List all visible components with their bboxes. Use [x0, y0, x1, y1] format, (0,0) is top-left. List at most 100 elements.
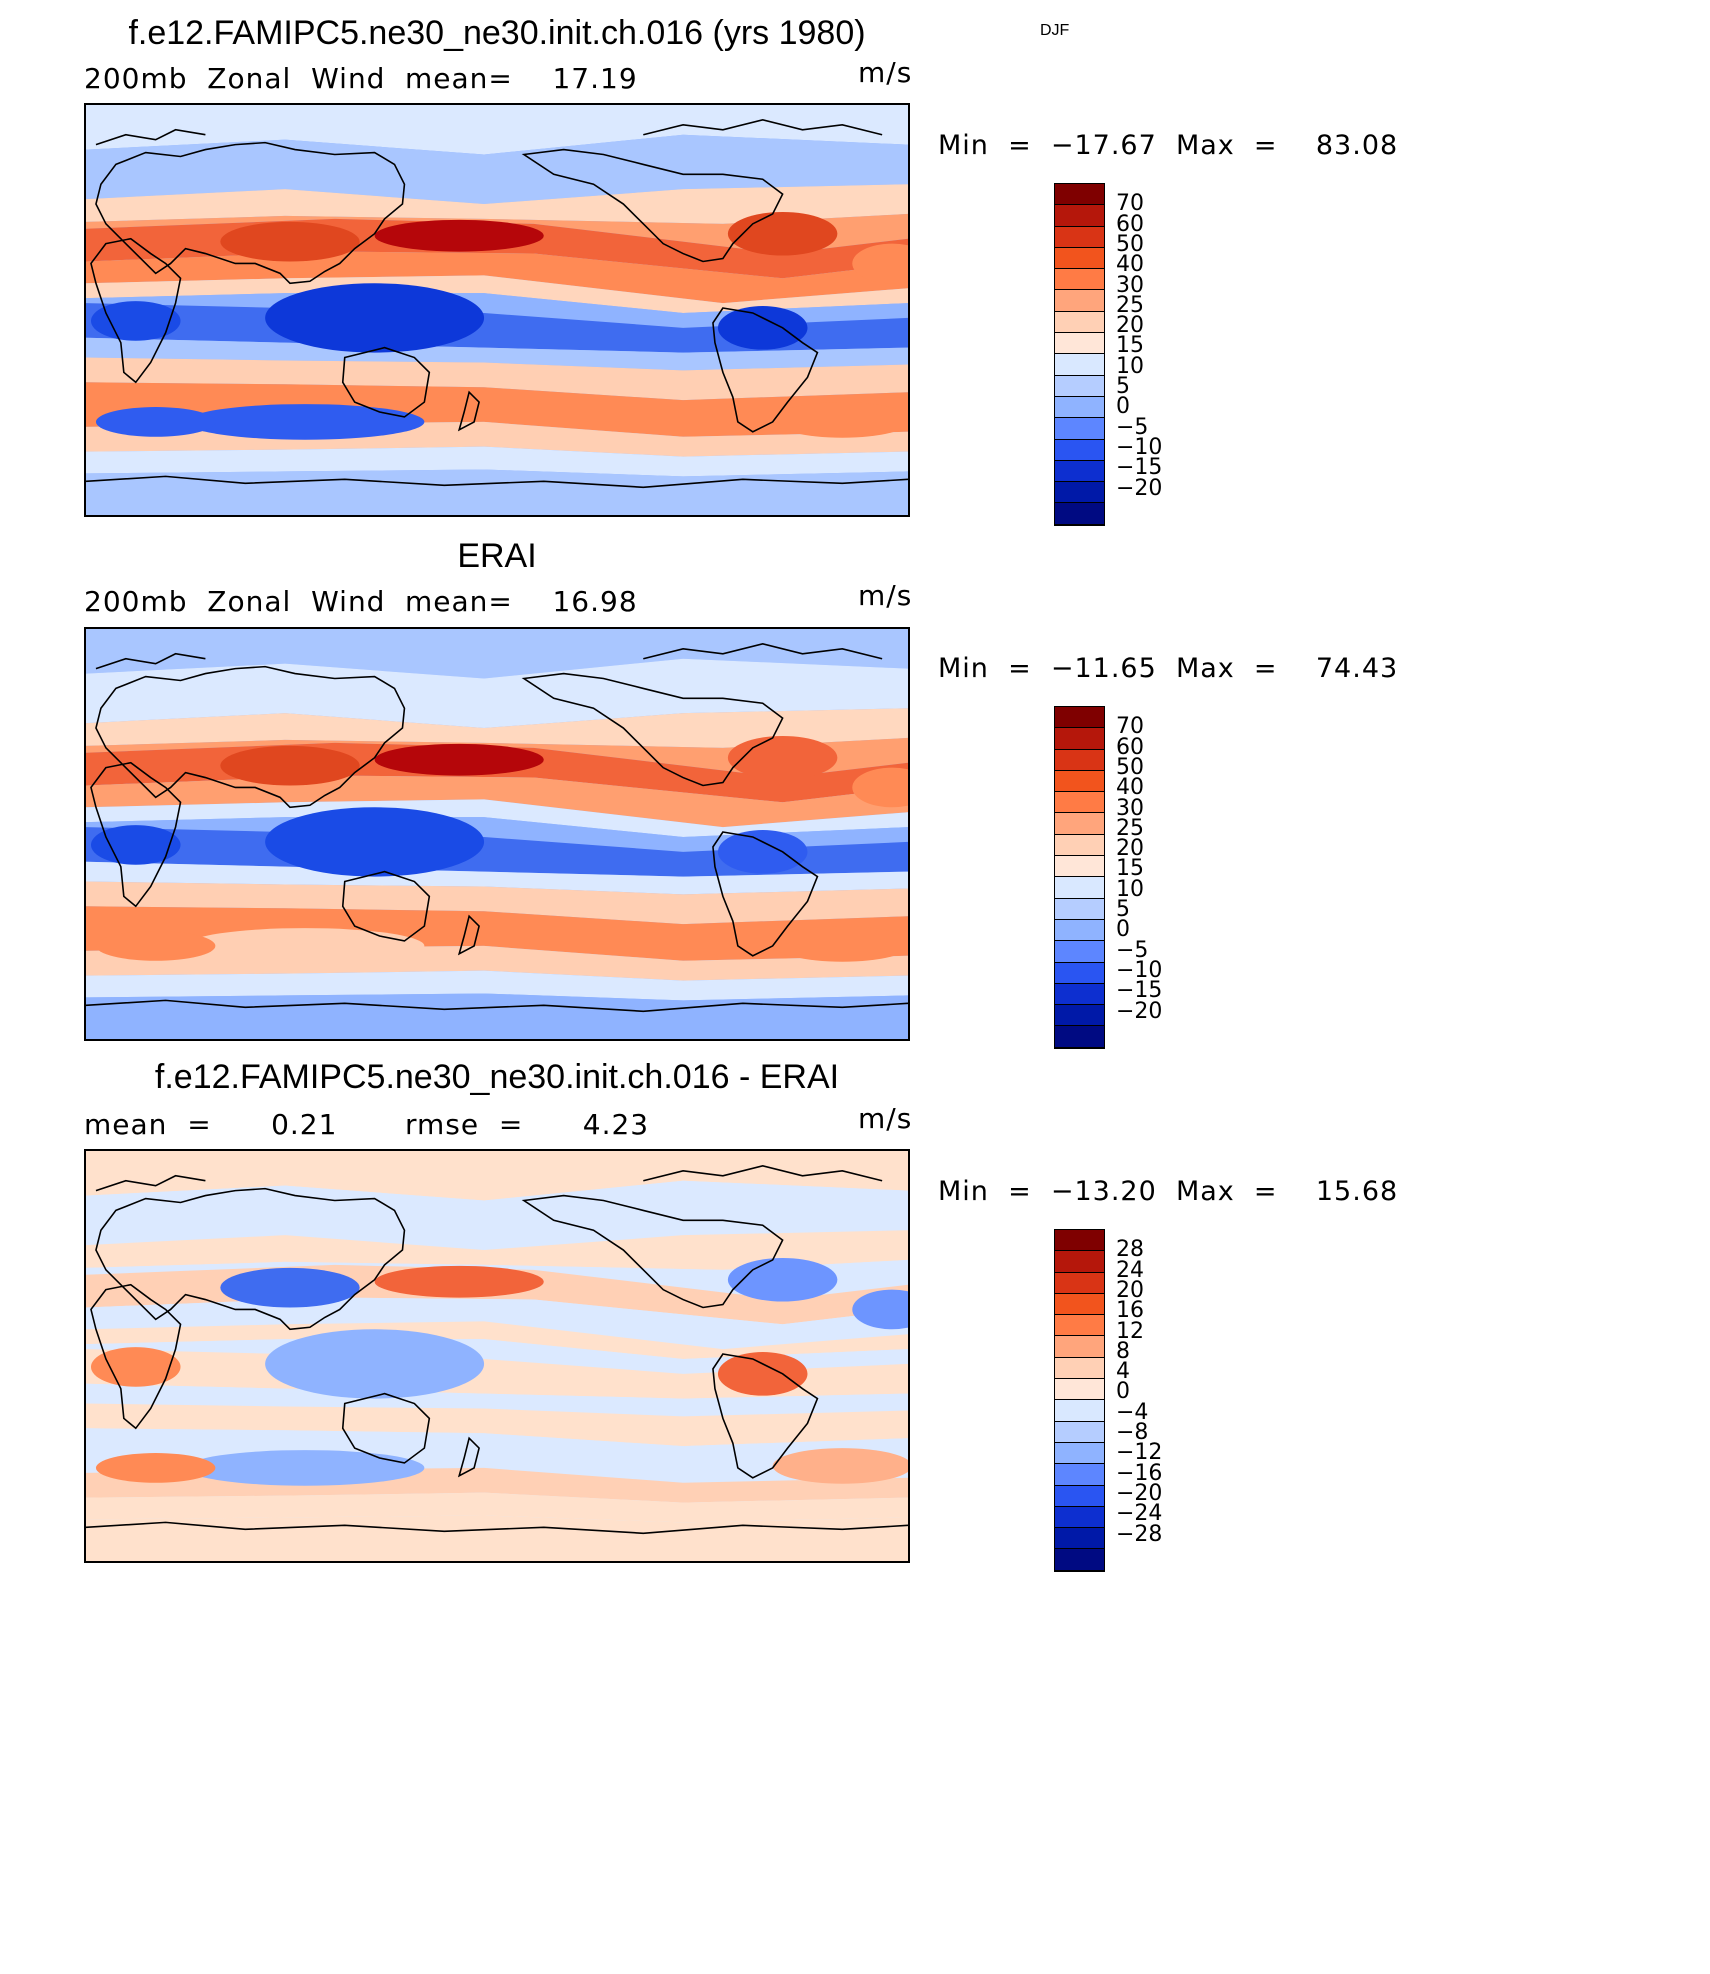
colorbar-segment: [1055, 396, 1104, 419]
contour-extremum: [374, 743, 544, 776]
colorbar-segment: [1055, 418, 1104, 440]
colorbar-tick-label: −4: [1116, 1399, 1149, 1425]
colorbar-segment: [1055, 1251, 1104, 1273]
contour-extremum: [220, 745, 360, 786]
coastline: [712, 831, 819, 957]
colorbar-segment: [1055, 1230, 1104, 1252]
colorbar-segment: [1055, 962, 1104, 984]
colorbar-segment: [1055, 856, 1104, 878]
contour-extremum: [772, 926, 908, 962]
contour-extremum: [852, 1289, 908, 1330]
colorbar-tick-label: 50: [1116, 231, 1144, 257]
colorbar-tick-label: 15: [1116, 856, 1144, 882]
colorbar-segment: [1055, 919, 1104, 942]
colorbar-tick-label: −10: [1116, 957, 1163, 983]
coastline: [86, 1521, 908, 1535]
contour-band: [86, 1180, 908, 1251]
colorbar-tick-label: 60: [1116, 211, 1144, 237]
colorbar-segment: [1055, 1485, 1104, 1507]
colorbar-tick-label: −5: [1116, 937, 1149, 963]
colorbar-tick-label: 40: [1116, 252, 1144, 278]
coastline: [90, 237, 182, 384]
colorbar-segment: [1055, 1357, 1104, 1380]
contour-extremum: [374, 219, 544, 252]
contour-extremum: [90, 1347, 181, 1387]
coastline: [712, 307, 819, 433]
colorbar-segment: [1055, 460, 1104, 483]
contour-extremum: [265, 283, 485, 353]
colorbar-segment: [1055, 707, 1104, 729]
contour-band: [86, 1492, 908, 1523]
colorbar-tick-label: 50: [1116, 754, 1144, 780]
colorbar-tick-label: 40: [1116, 775, 1144, 801]
panel-stat-text: rmse = 4.23: [405, 1108, 650, 1141]
colorbar-segment: [1055, 290, 1104, 312]
colorbar-segment: [1055, 205, 1104, 227]
coastline: [341, 346, 431, 418]
colorbar-tick-label: 25: [1116, 815, 1144, 841]
contour-band: [86, 799, 908, 837]
contour-band: [86, 1403, 908, 1447]
colorbar-segment: [1055, 728, 1104, 750]
colorbar-segment: [1055, 1442, 1104, 1465]
colorbar-tick-label: −15: [1116, 455, 1163, 481]
colorbar-segment: [1055, 269, 1104, 291]
contour-band: [86, 134, 908, 205]
colorbar-tick-label: 70: [1116, 714, 1144, 740]
contour-extremum: [95, 407, 216, 437]
contour-extremum: [95, 931, 216, 961]
contour-map: [84, 627, 910, 1041]
contour-band: [86, 213, 908, 254]
contour-band: [86, 337, 908, 371]
panel-left-text: mean = 0.21: [84, 1108, 338, 1141]
coastline: [643, 119, 883, 136]
colorbar-tick-label: 20: [1116, 313, 1144, 339]
panel-title: ERAI: [457, 537, 537, 575]
coastline: [521, 1194, 784, 1309]
contour-band: [86, 737, 908, 778]
colorbar-segment: [1055, 792, 1104, 814]
contour-band: [86, 1321, 908, 1359]
colorbar-segment: [1055, 898, 1104, 920]
contour-extremum: [265, 807, 485, 877]
colorbar-segment: [1055, 1464, 1104, 1486]
colorbar-segment: [1055, 983, 1104, 1006]
colorbar-tick-label: 0: [1116, 394, 1130, 420]
contour-band: [86, 251, 908, 304]
contour-band: [86, 970, 908, 1001]
colorbar-tick-label: 30: [1116, 795, 1144, 821]
colorbar-tick-label: 5: [1116, 374, 1130, 399]
coastline: [86, 475, 908, 489]
contour-extremum: [852, 767, 908, 808]
colorbar-tick-label: 25: [1116, 292, 1144, 318]
contour-band: [86, 658, 908, 729]
contour-extremum: [727, 211, 838, 256]
colorbar-segment: [1055, 439, 1104, 461]
contour-band: [86, 1383, 908, 1417]
contour-band: [86, 357, 908, 401]
contour-band: [86, 1297, 908, 1350]
colorbar-tick-label: −12: [1116, 1440, 1163, 1466]
contour-band: [86, 1259, 908, 1300]
colorbar-tick-label: −24: [1116, 1501, 1163, 1527]
contour-band: [86, 275, 908, 313]
coastline: [643, 643, 883, 660]
coastline: [521, 672, 784, 787]
contour-extremum: [772, 1448, 908, 1484]
colorbar-segment: [1055, 333, 1104, 355]
colorbar: [1054, 706, 1105, 1049]
colorbar-tick-label: −20: [1116, 1480, 1163, 1506]
contour-band: [86, 446, 908, 477]
colorbar-segment: [1055, 184, 1104, 206]
colorbar-tick-label: 16: [1116, 1298, 1144, 1324]
contour-extremum: [727, 735, 838, 780]
colorbar-segment: [1055, 354, 1104, 376]
min-max-text: Min = −13.20 Max = 15.68: [938, 1176, 1399, 1207]
colorbar-segment: [1055, 482, 1104, 504]
colorbar-tick-label: 30: [1116, 272, 1144, 298]
contour-extremum: [90, 825, 181, 865]
contour-extremum: [727, 1257, 838, 1302]
colorbar-segment: [1055, 503, 1104, 525]
colorbar-tick-label: 24: [1116, 1257, 1144, 1283]
panel-stat-text: mean= 17.19: [405, 62, 638, 95]
